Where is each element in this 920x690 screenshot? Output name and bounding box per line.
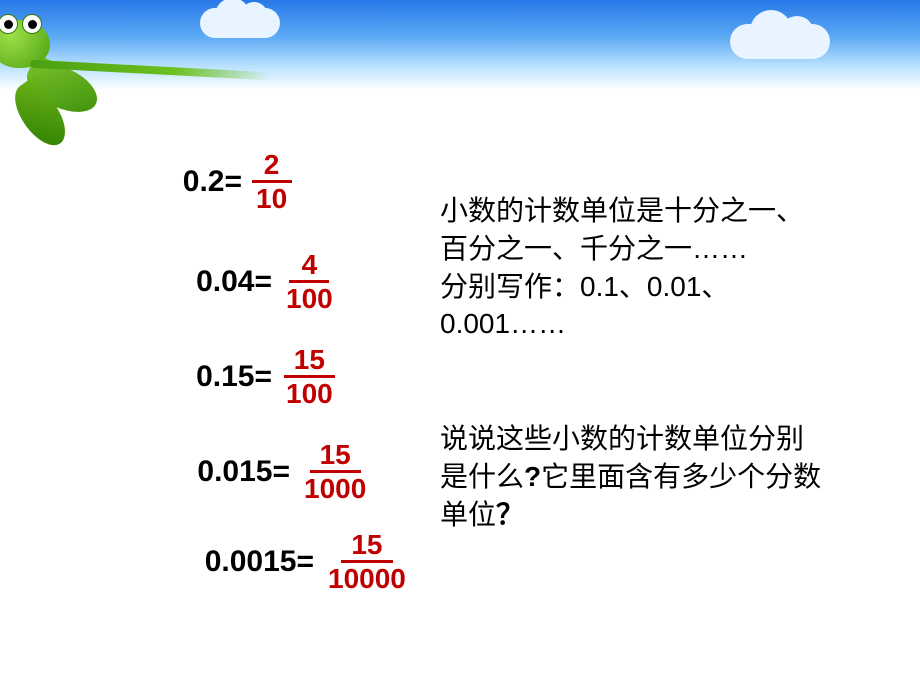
- text-span: 单位: [440, 499, 496, 530]
- text-line: 单位？: [440, 496, 880, 534]
- text-line: 0.001……: [440, 305, 880, 343]
- equation-row: 0.0015= 15 10000: [140, 530, 416, 594]
- cloud-icon: [730, 24, 830, 59]
- text-span: 它里面含有多少个分数: [541, 461, 821, 492]
- text-line: 分别写作：0.1、0.01、: [440, 268, 880, 306]
- denominator: 1000: [294, 473, 376, 503]
- question-mark: ？: [496, 499, 524, 530]
- fraction: 15 100: [276, 345, 343, 409]
- denominator: 10000: [318, 563, 416, 593]
- slide-background: [0, 0, 920, 690]
- denominator: 100: [276, 378, 343, 408]
- numerator: 4: [289, 250, 329, 283]
- numerator: 15: [310, 440, 361, 473]
- decimal-label: 0.04=: [140, 265, 272, 299]
- text-span: 是什么: [440, 461, 524, 492]
- decimal-label: 0.015=: [140, 455, 290, 489]
- text-line: 百分之一、千分之一……: [440, 230, 880, 268]
- fraction: 15 1000: [294, 440, 376, 504]
- cloud-icon: [200, 8, 280, 38]
- text-line: 小数的计数单位是十分之一、: [440, 192, 880, 230]
- denominator: 10: [246, 183, 297, 213]
- fraction: 15 10000: [318, 530, 416, 594]
- equation-row: 0.15= 15 100: [140, 345, 343, 409]
- fraction: 4 100: [276, 250, 343, 314]
- equation-row: 0.2= 2 10: [140, 150, 297, 214]
- decimal-label: 0.0015=: [140, 545, 314, 579]
- denominator: 100: [276, 283, 343, 313]
- decimal-label: 0.15=: [140, 360, 272, 394]
- numerator: 2: [252, 150, 292, 183]
- question-paragraph-2: 说说这些小数的计数单位分别 是什么?它里面含有多少个分数 单位？: [440, 420, 880, 533]
- equation-row: 0.015= 15 1000: [140, 440, 376, 504]
- numerator: 15: [341, 530, 392, 563]
- equation-row: 0.04= 4 100: [140, 250, 343, 314]
- explanation-paragraph-1: 小数的计数单位是十分之一、 百分之一、千分之一…… 分别写作：0.1、0.01、…: [440, 192, 880, 343]
- question-mark: ?: [524, 461, 541, 492]
- fraction: 2 10: [246, 150, 297, 214]
- text-line: 是什么?它里面含有多少个分数: [440, 458, 880, 496]
- numerator: 15: [284, 345, 335, 378]
- decimal-label: 0.2=: [140, 165, 242, 199]
- text-line: 说说这些小数的计数单位分别: [440, 420, 880, 458]
